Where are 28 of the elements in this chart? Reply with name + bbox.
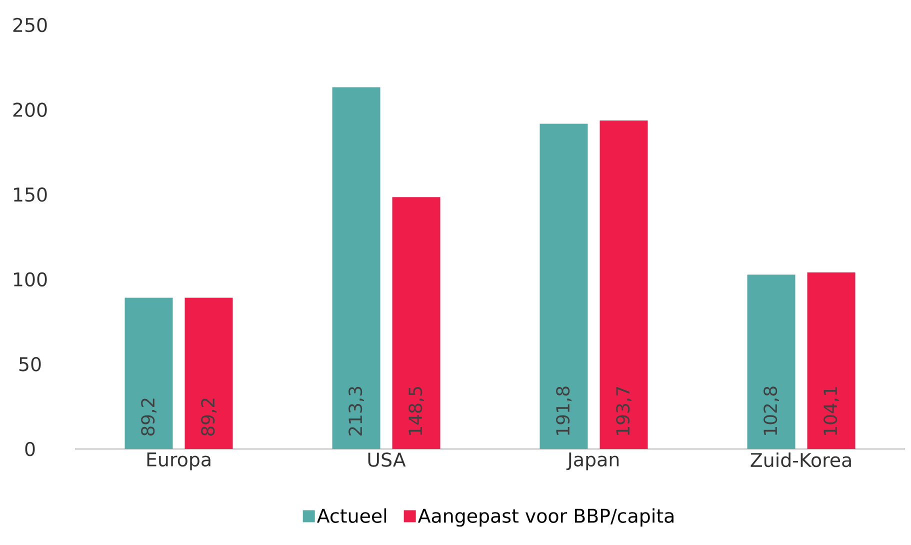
data-label: 193,7 [616,386,632,435]
y-tick-label: 200 [13,102,47,117]
legend-label: Aangepast voor BBP/capita [418,508,674,527]
bar [332,87,380,449]
bar [747,274,796,449]
y-tick-label: 150 [14,187,47,202]
data-label: 102,8 [764,386,779,435]
data-label: 89,2 [141,398,156,436]
bar [600,120,648,449]
data-label: 148,5 [408,387,424,435]
bar [392,197,440,449]
y-tick-label: 100 [14,272,47,287]
y-tick-label: 50 [19,357,41,372]
x-tick-label: Europa [147,452,210,470]
bar [807,272,856,449]
y-tick-label: 250 [13,18,47,32]
x-tick-label: USA [368,452,406,467]
data-label: 191,8 [556,386,572,435]
data-label: 104,1 [824,387,839,435]
data-label: 89,2 [201,398,216,436]
data-label: 213,3 [348,386,364,436]
legend-label: Actueel [316,508,386,523]
bar [124,298,173,449]
bar [540,124,588,449]
bar [184,298,233,449]
x-tick-label: Zuid-Korea [750,452,851,468]
x-tick-label: Japan [566,452,619,470]
y-tick-label: 0 [25,442,35,456]
